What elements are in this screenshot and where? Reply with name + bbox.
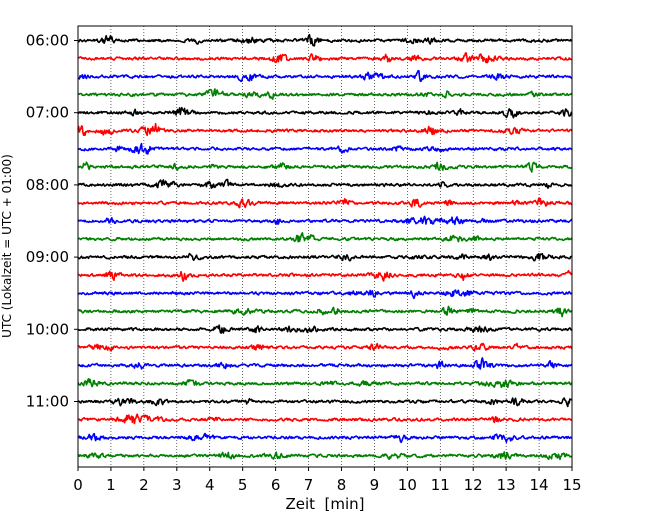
x-tick-label: 2 <box>139 476 149 494</box>
plot-frame <box>77 25 573 468</box>
trace-0900 <box>77 252 573 262</box>
trace-0930 <box>77 289 573 300</box>
trace-0645 <box>77 88 573 100</box>
x-tick-label: 12 <box>464 476 483 494</box>
trace-0915 <box>77 269 573 282</box>
y-tick-label: 06:00 <box>26 32 69 50</box>
y-tick-label: 08:00 <box>26 176 69 194</box>
x-axis-title: Zeit [min] <box>285 495 364 513</box>
x-tick-label: 6 <box>271 476 281 494</box>
trace-0615 <box>77 52 573 64</box>
y-axis-title: UTC (Lokalzeit = UTC + 01:00) <box>0 154 14 338</box>
trace-1100 <box>77 397 573 408</box>
y-tick-label: 09:00 <box>26 248 69 266</box>
x-tick-label: 13 <box>497 476 516 494</box>
trace-1145 <box>77 451 573 461</box>
x-tick-label: 9 <box>370 476 380 494</box>
x-tick-label: 1 <box>106 476 116 494</box>
x-tick-label: 7 <box>304 476 314 494</box>
y-axis-ticks: 06:00 07:00 08:00 09:00 10:00 11:00 <box>26 32 78 411</box>
x-tick-label: 15 <box>562 476 581 494</box>
trace-0700 <box>77 106 573 119</box>
trace-0845 <box>77 232 573 243</box>
trace-1115 <box>77 413 573 425</box>
trace-1045 <box>77 377 573 389</box>
trace-1030 <box>77 357 573 370</box>
y-tick-label: 11:00 <box>26 393 69 411</box>
x-tick-label: 14 <box>530 476 549 494</box>
trace-0730 <box>77 142 573 155</box>
x-tick-label: 4 <box>205 476 215 494</box>
trace-0830 <box>77 215 573 226</box>
x-tick-label: 5 <box>238 476 248 494</box>
trace-0600 <box>77 33 573 47</box>
trace-0745 <box>77 161 573 173</box>
x-tick-label: 10 <box>398 476 417 494</box>
trace-0715 <box>77 122 573 137</box>
trace-1000 <box>77 324 573 334</box>
trace-0630 <box>77 69 573 83</box>
plot-background <box>78 26 572 467</box>
y-tick-label: 10:00 <box>26 320 69 338</box>
x-tick-label: 8 <box>337 476 347 494</box>
trace-0815 <box>77 197 573 209</box>
x-tick-label: 11 <box>431 476 450 494</box>
trace-1130 <box>77 432 573 444</box>
x-tick-label: 0 <box>73 476 83 494</box>
trace-0800 <box>77 178 573 189</box>
seismic-traces <box>77 33 573 461</box>
x-axis-ticks: 0 1 2 3 4 5 6 7 8 9 10 11 12 13 14 15 <box>73 467 582 494</box>
trace-0945 <box>77 305 573 318</box>
y-tick-label: 07:00 <box>26 104 69 122</box>
trace-1015 <box>77 342 573 352</box>
x-tick-label: 3 <box>172 476 182 494</box>
